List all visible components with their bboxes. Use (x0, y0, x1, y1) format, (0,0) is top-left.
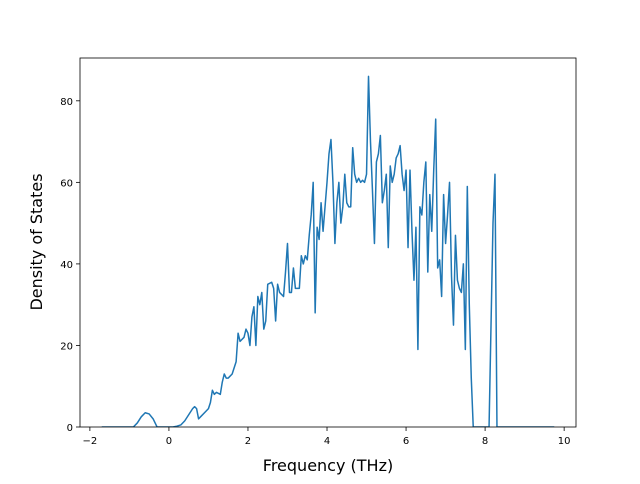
y-tick-label: 20 (60, 341, 73, 352)
x-tick-label: 0 (166, 436, 172, 447)
data-line (101, 75, 555, 427)
y-tick-label: 40 (60, 260, 73, 271)
x-tick-label: −2 (83, 436, 98, 447)
x-tick-label: 10 (558, 436, 571, 447)
y-axis-label: Density of States (27, 173, 46, 310)
plot-frame (79, 57, 577, 428)
y-tick-label: 0 (67, 423, 73, 434)
x-tick-label: 6 (403, 436, 409, 447)
x-tick-label: 8 (482, 436, 488, 447)
y-tick-label: 80 (60, 97, 73, 108)
x-tick-label: 4 (324, 436, 330, 447)
y-tick-label: 60 (60, 178, 73, 189)
x-axis-label: Frequency (THz) (263, 456, 393, 475)
x-tick-label: 2 (245, 436, 251, 447)
